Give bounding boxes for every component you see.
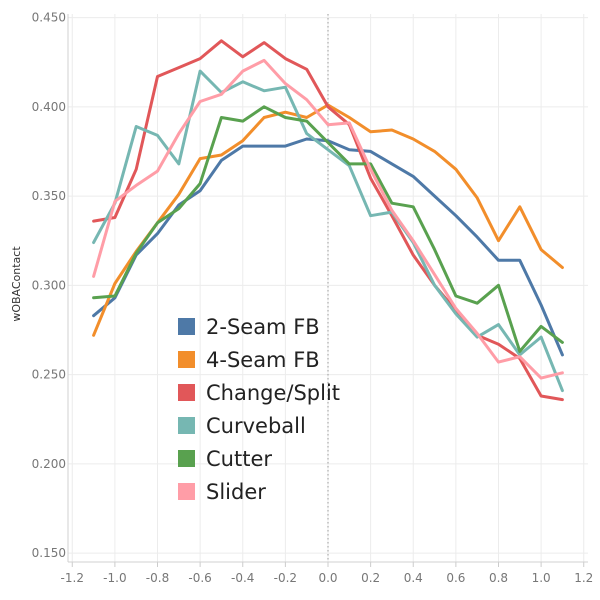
x-tick-label: -1.2 [61,571,84,585]
legend-label: Slider [206,480,266,504]
y-tick-label: 0.450 [32,11,66,25]
legend-label: Curveball [206,414,306,438]
x-tick-label: 0.4 [404,571,423,585]
x-tick-label: 0.0 [318,571,337,585]
legend-item-change-split[interactable]: Change/Split [178,381,340,405]
y-tick-label: 0.300 [32,278,66,292]
legend[interactable]: 2-Seam FB 4-Seam FB Change/Split Curveball C… [178,315,340,504]
x-tick-label: 1.0 [532,571,551,585]
x-tick-label: -0.4 [231,571,254,585]
x-tick-label: -1.0 [103,571,126,585]
legend-label: Change/Split [206,381,340,405]
y-tick-label: 0.350 [32,189,66,203]
legend-item-slider[interactable]: Slider [178,480,266,504]
legend-label: 4-Seam FB [206,348,320,372]
x-tick-label: 1.2 [574,571,593,585]
y-tick-label: 0.150 [32,546,66,560]
legend-item-4-seam-fb[interactable]: 4-Seam FB [178,348,320,372]
series-line-cutter[interactable] [92,105,564,353]
legend-swatch [178,351,195,368]
legend-item-curveball[interactable]: Curveball [178,414,306,438]
series-line-change-split[interactable] [92,39,564,402]
legend-swatch [178,384,195,401]
x-tick-label: -0.6 [188,571,211,585]
legend-item-cutter[interactable]: Cutter [178,447,272,471]
legend-swatch [178,417,195,434]
series-line-slider[interactable] [92,58,564,380]
x-tick-label: 0.2 [361,571,380,585]
x-tick-label: 0.6 [446,571,465,585]
series-line-curveball[interactable] [92,69,564,393]
grid [68,14,588,562]
legend-item-2-seam-fb[interactable]: 2-Seam FB [178,315,320,339]
legend-label: 2-Seam FB [206,315,320,339]
y-axis-title: wOBAContact [10,246,23,322]
axes: 0.150 0.200 0.250 0.300 0.350 0.400 0.450 -1.2 -… [32,11,594,585]
legend-swatch [178,483,195,500]
series-lines [92,39,564,402]
legend-swatch [178,318,195,335]
x-tick-label: -0.2 [274,571,297,585]
y-tick-label: 0.200 [32,457,66,471]
y-tick-label: 0.400 [32,100,66,114]
legend-label: Cutter [206,447,272,471]
x-tick-label: -0.8 [146,571,169,585]
legend-swatch [178,450,195,467]
y-tick-label: 0.250 [32,368,66,382]
x-tick-label: 0.8 [489,571,508,585]
